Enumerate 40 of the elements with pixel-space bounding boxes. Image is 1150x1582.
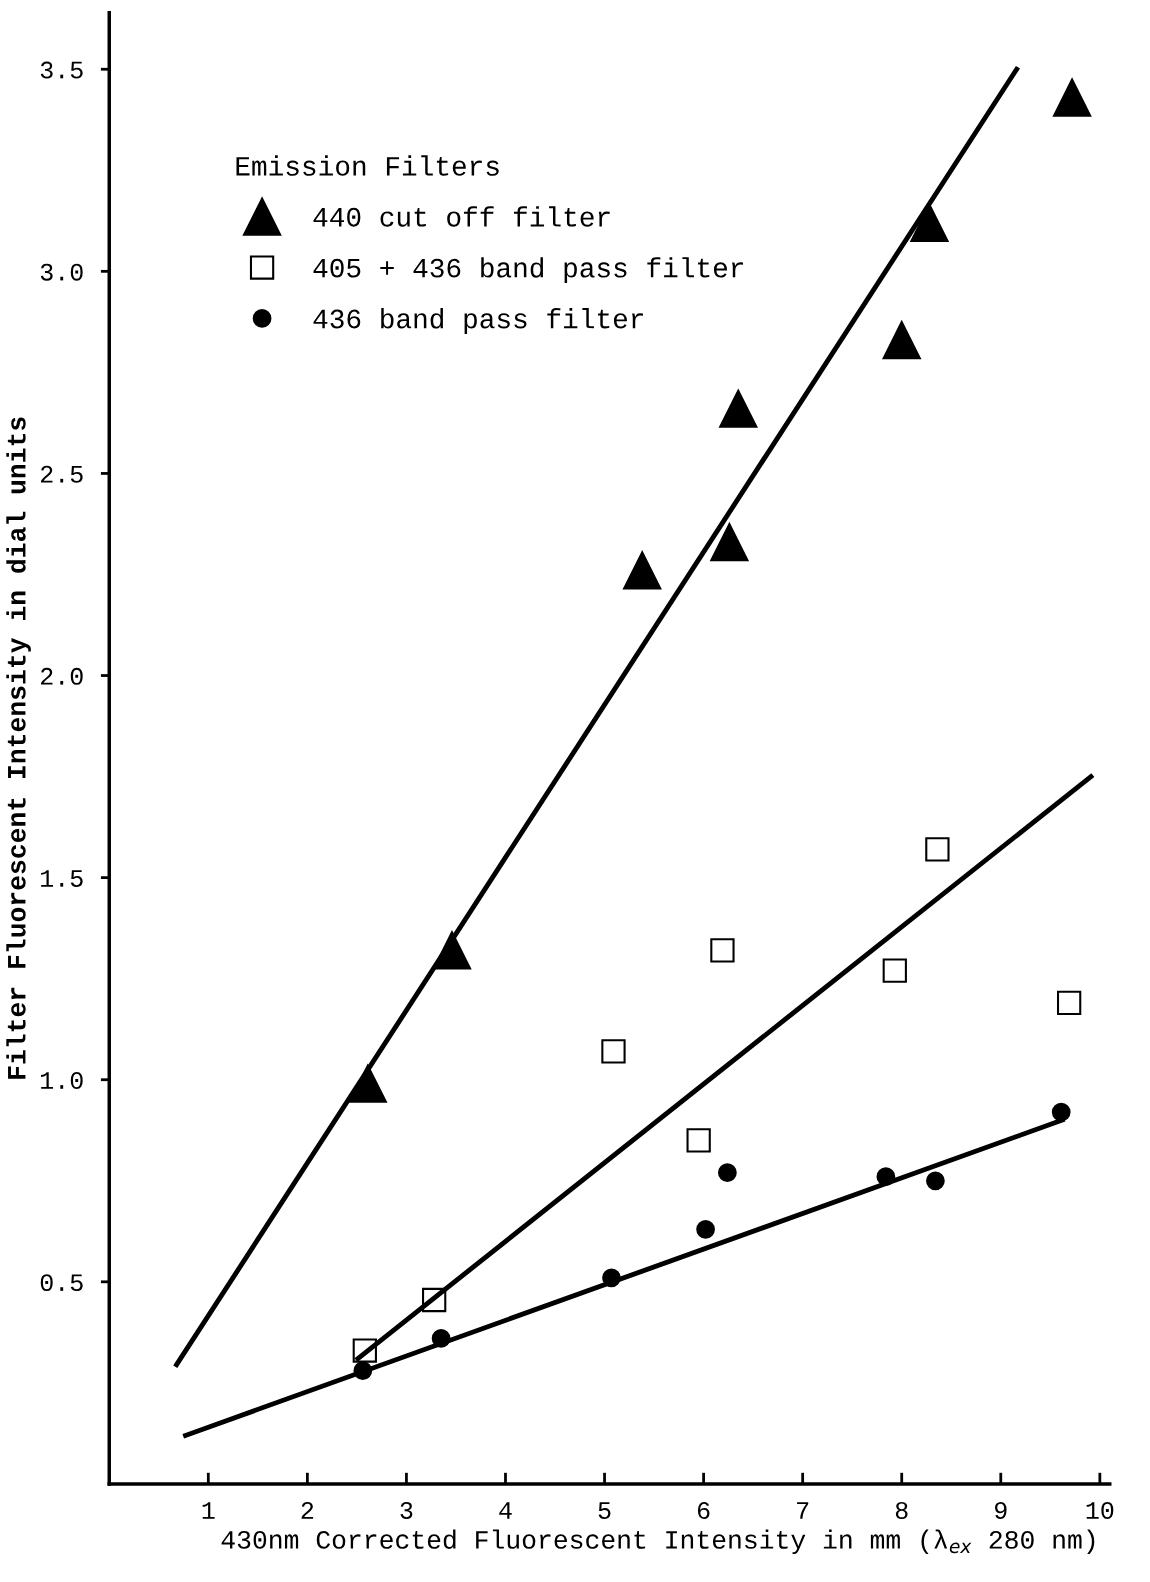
point [718,1163,737,1183]
x-tick-label: 5 [598,1502,611,1519]
point [926,1171,945,1191]
x-tick-label: 6 [697,1501,710,1519]
point [696,1219,715,1239]
y-tick-label: 1.0 [41,1072,83,1090]
point [422,1287,447,1313]
point [882,958,907,983]
point [925,837,950,862]
x-tick-label: 2 [301,1501,314,1519]
point [882,320,921,360]
y-tick-label: 3.5 [40,61,83,79]
point [1051,1102,1071,1122]
y-tick-label: 0.5 [40,1274,83,1292]
point [1053,78,1092,117]
x-tick-label: 10 [1086,1501,1114,1519]
x-tick-label: 3 [400,1501,413,1519]
point [719,389,758,428]
legend-title: Emission Filters [236,155,499,176]
y-axis-title: Filter Fluorescent Intensity in dial units [6,417,31,1079]
point [623,551,662,590]
point [710,938,735,963]
legend-label: 436 band pass filter [313,308,643,334]
point [1056,990,1082,1016]
x-tick-label: 4 [499,1502,512,1519]
point [601,1039,626,1064]
y-tick-label: 2.0 [41,667,83,685]
x-tick-label: 7 [797,1502,809,1519]
x-axis-title: 430nm Corrected Fluorescent Intensity in mm (λ$_{ex}$ 280 nm) [221,1529,1095,1555]
x-tick-label: 8 [895,1501,908,1519]
legend-label: 440 cut off filter [313,206,610,227]
point [352,1338,377,1363]
y-tick-label: 2.5 [41,465,83,483]
point [686,1128,711,1153]
x-tick-label: 1 [202,1502,215,1519]
y-tick-label: 3.0 [40,263,83,281]
x-tick-label: 9 [995,1501,1007,1519]
point [710,523,749,562]
legend-label: 405 + 436 band pass filter [313,257,743,284]
y-tick-label: 1.5 [41,870,83,887]
